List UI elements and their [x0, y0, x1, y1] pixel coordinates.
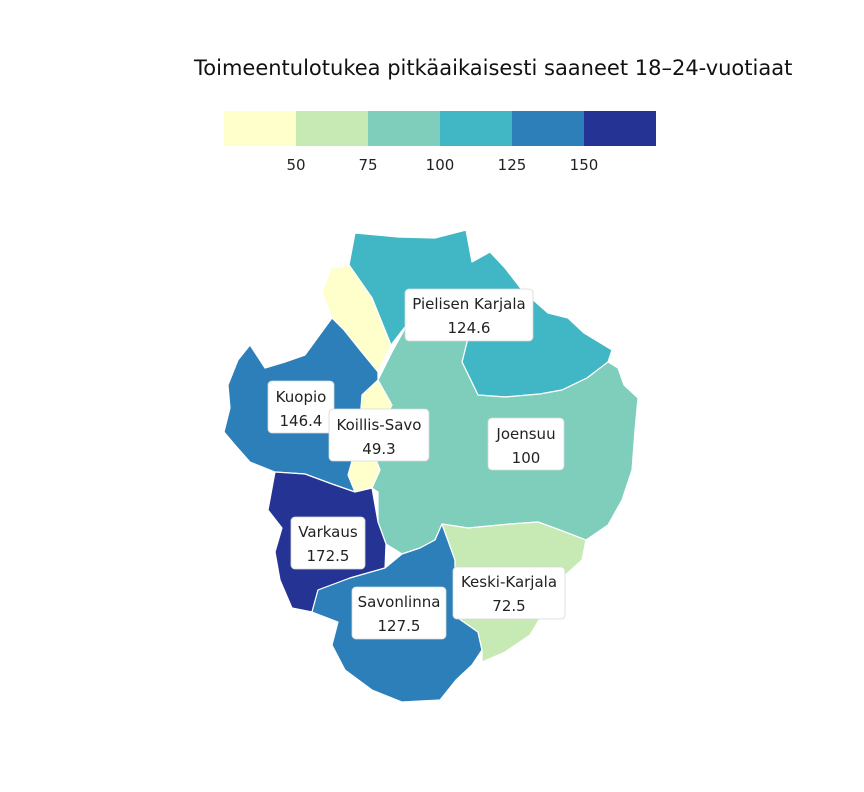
legend-tick-1: 50	[286, 156, 305, 174]
region-name: Keski-Karjala	[461, 573, 557, 591]
region-name: Pielisen Karjala	[412, 295, 525, 313]
legend-bin-3	[368, 111, 440, 146]
legend-tick-4: 125	[498, 156, 527, 174]
legend-bin-1	[224, 111, 296, 146]
label-kuopio: Kuopio 146.4	[267, 380, 335, 434]
region-name: Kuopio	[276, 388, 327, 406]
region-name: Varkaus	[298, 523, 358, 541]
legend-bin-5	[512, 111, 584, 146]
legend-bin-4	[440, 111, 512, 146]
region-name: Savonlinna	[358, 593, 441, 611]
region-value: 127.5	[378, 617, 421, 635]
region-value: 146.4	[280, 412, 323, 430]
label-keski-karjala: Keski-Karjala 72.5	[452, 566, 566, 620]
label-koillis-savo: Koillis-Savo 49.3	[328, 408, 430, 462]
region-value: 100	[512, 449, 541, 467]
legend-tick-3: 100	[426, 156, 455, 174]
legend-bin-2	[296, 111, 368, 146]
region-value: 72.5	[492, 597, 525, 615]
region-name: Koillis-Savo	[337, 416, 422, 434]
region-value: 49.3	[362, 440, 395, 458]
label-savonlinna: Savonlinna 127.5	[351, 586, 447, 640]
color-legend: 50 75 100 125 150	[224, 111, 656, 174]
region-value: 124.6	[448, 319, 491, 337]
legend-bin-6	[584, 111, 656, 146]
label-varkaus: Varkaus 172.5	[290, 516, 366, 570]
map-title: Toimeentulotukea pitkäaikaisesti saaneet…	[194, 56, 793, 80]
legend-tick-5: 150	[570, 156, 599, 174]
legend-tick-2: 75	[358, 156, 377, 174]
label-joensuu: Joensuu 100	[487, 417, 565, 471]
region-value: 172.5	[307, 547, 350, 565]
label-pielisen-karjala: Pielisen Karjala 124.6	[404, 288, 534, 342]
region-name: Joensuu	[495, 425, 555, 443]
